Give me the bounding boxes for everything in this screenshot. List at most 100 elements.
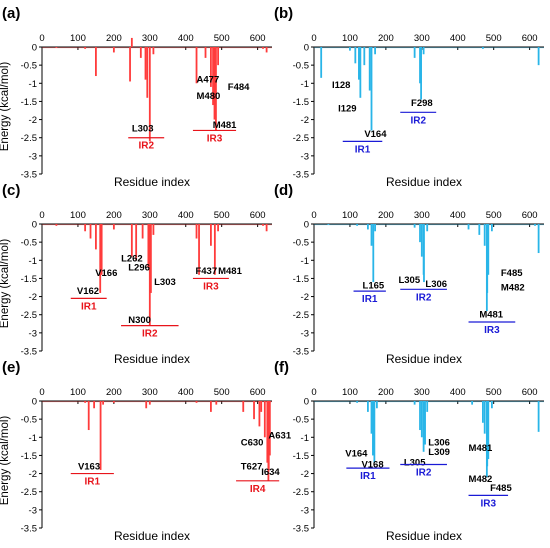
residue-label: M481 [469,443,493,454]
energy-bar [102,401,104,405]
energy-bar [419,47,421,84]
region-label: IR2 [142,329,158,340]
energy-bar [149,224,152,293]
residue-label: F485 [501,268,523,279]
x-axis-label: Residue index [386,175,462,189]
energy-bar [141,224,144,239]
x-tick-label: 100 [70,387,86,398]
y-tick-label: -1.5 [293,451,309,462]
energy-bar [320,47,323,78]
residue-label: L303 [154,277,176,288]
x-tick-label: 500 [214,33,230,44]
energy-bar [467,224,470,230]
energy-bar [268,401,271,456]
energy-bar [483,224,486,246]
y-tick-label: -3.5 [293,524,309,535]
energy-bar [253,401,255,420]
panel-label: (d) [274,182,293,199]
residue-label: M480 [197,91,221,102]
x-tick-label: 200 [106,33,122,44]
y-tick-label: -0.5 [21,415,37,426]
energy-bar [413,224,416,228]
energy-bar [349,47,351,51]
region-label: IR2 [410,115,426,126]
energy-bar [420,224,423,257]
y-tick-label: -0.5 [21,238,37,249]
y-tick-label: -1 [301,433,309,444]
y-tick-label: -2 [301,115,309,126]
y-tick-label: -3 [301,328,309,339]
energy-bar [265,224,268,232]
energy-bar [213,224,216,275]
residue-label: F298 [411,98,433,109]
x-axis-label: Residue index [114,529,190,543]
y-tick-label: -3 [29,328,37,339]
residue-label: L165 [363,281,385,292]
region-label: IR3 [207,133,223,144]
residue-label: V164 [364,129,387,140]
energy-bar [210,224,212,246]
x-tick-label: 100 [70,33,86,44]
energy-bar [210,47,212,87]
energy-bar [152,47,155,55]
region-label: IR1 [81,301,97,312]
x-tick-label: 500 [214,387,230,398]
y-tick-label: -2.5 [21,487,37,498]
energy-bar [215,47,217,131]
x-axis-label: Residue index [386,529,462,543]
energy-bar [99,401,102,470]
region-label: IR2 [416,468,432,479]
energy-bar [370,224,373,246]
x-tick-label: 600 [250,33,266,44]
y-tick-label: -2 [29,469,37,480]
energy-bar [537,224,540,254]
energy-bar [358,47,360,80]
energy-bar [374,47,376,55]
y-tick-label: -2.5 [293,487,309,498]
region-label: IR1 [85,477,101,488]
residue-label: T627 [241,461,263,472]
panel-label: (a) [2,5,20,22]
energy-bar [486,224,489,293]
y-tick-label: -3 [29,505,37,516]
energy-bar [367,224,369,230]
residue-label: N300 [128,315,151,326]
energy-bar [84,224,87,232]
x-tick-label: 0 [311,210,316,221]
x-tick-label: 400 [178,210,194,221]
energy-bar [426,401,429,412]
residue-label: I634 [261,467,280,478]
x-tick-label: 400 [178,387,194,398]
energy-bar [112,224,115,230]
x-tick-label: 200 [106,387,122,398]
region-label: IR3 [203,281,219,292]
y-tick-label: -1.5 [293,274,309,285]
region-label: IR4 [250,484,266,495]
energy-bar [217,47,219,66]
energy-bar [263,401,266,438]
x-tick-label: 600 [522,387,538,398]
panel-d: (d) 0 -0.5 -1 -1.5 -2 -2.5 -3 -3.5 0 100 200 300 400 5… [274,182,544,366]
energy-bar [359,47,362,98]
residue-label: M481 [218,266,242,277]
residue-label: A631 [268,430,291,441]
y-tick-label: -1.5 [21,274,37,285]
region-label: IR2 [416,292,432,303]
y-tick-label: -1 [301,79,309,90]
residue-label: I129 [338,104,357,115]
energy-bar [483,401,486,434]
energy-bar [420,47,422,100]
energy-bar [267,401,270,470]
energy-bar [372,401,374,456]
panel-c: (c) 0 -0.5 -1 -1.5 -2 -2.5 -3 -3.5 0 100 200 300 400 5… [0,182,272,366]
x-tick-label: 300 [414,210,430,221]
residue-label: L309 [428,447,450,458]
panel-a: (a) 0 -0.5 -1 -1.5 -2 -2.5 -3 -3.5 0 100 200 300 400 5… [0,5,272,189]
energy-bar [372,224,375,283]
energy-bar [144,47,147,80]
residue-label: V162 [77,286,99,297]
energy-bar [413,47,416,58]
energy-bar [130,224,133,257]
energy-bar [198,224,200,275]
y-tick-label: -0.5 [21,61,37,72]
